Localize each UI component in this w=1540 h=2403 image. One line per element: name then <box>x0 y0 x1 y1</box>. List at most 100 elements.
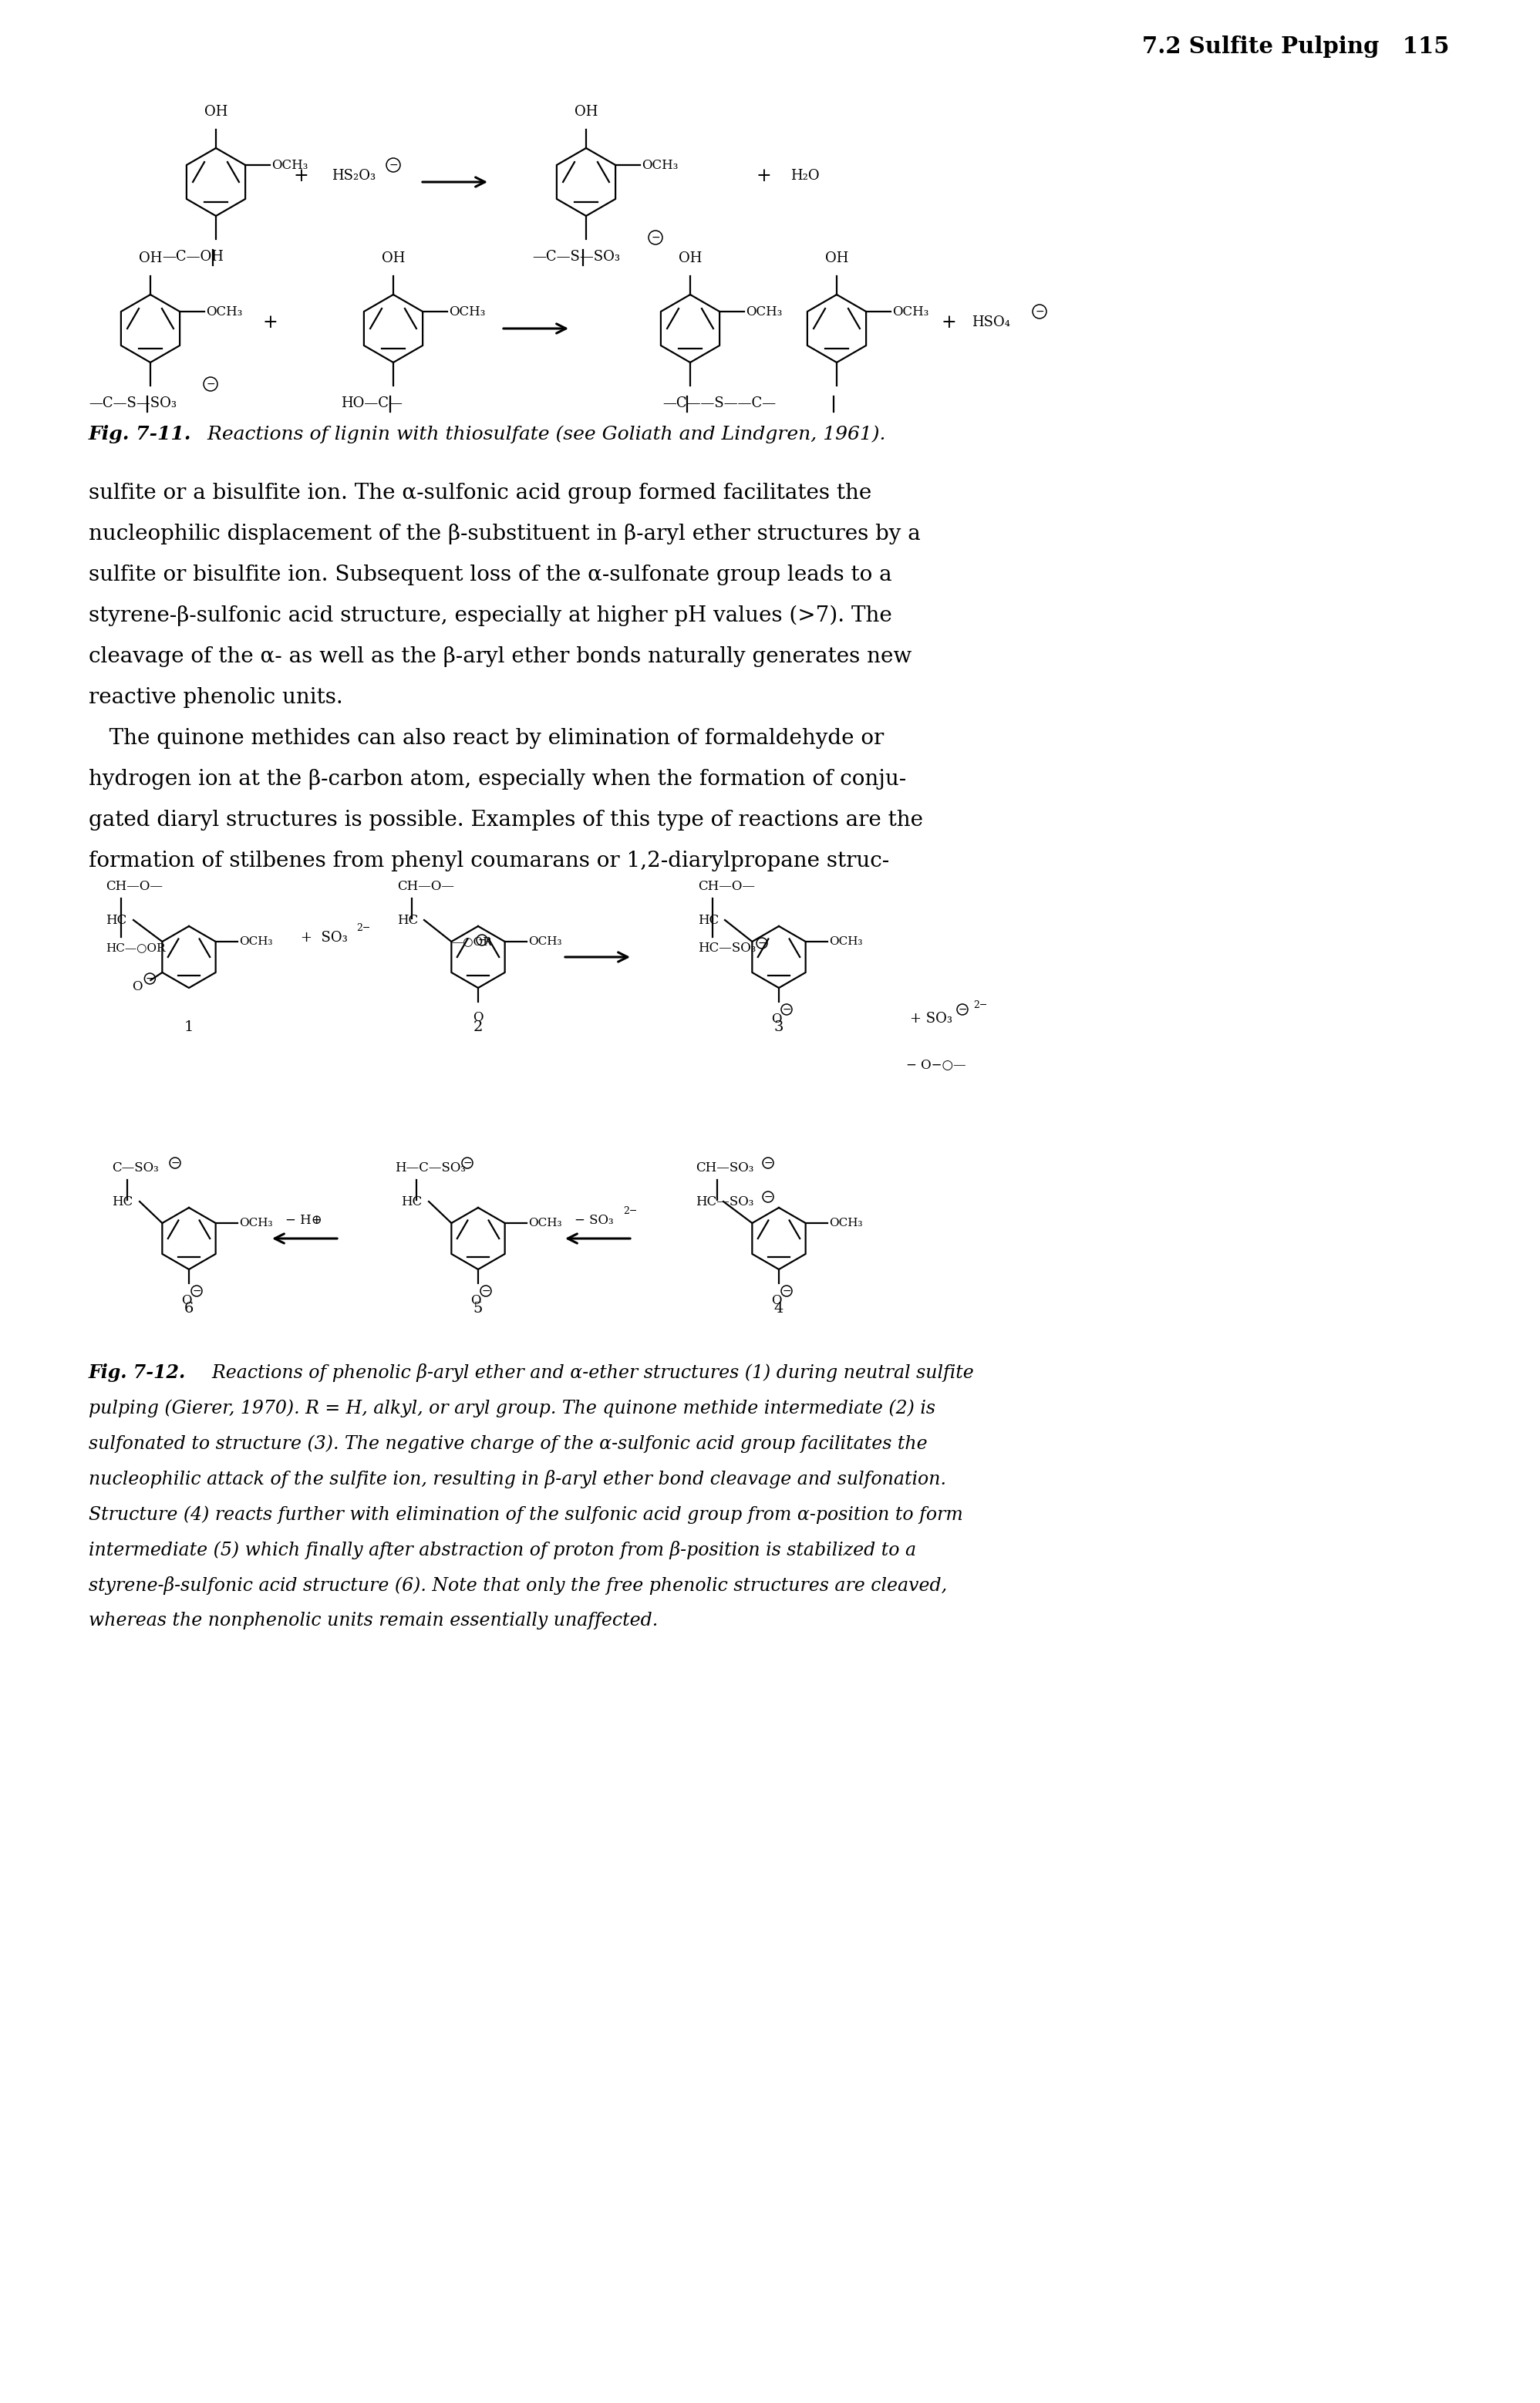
Text: sulfonated to structure (3). The negative charge of the α-sulfonic acid group fa: sulfonated to structure (3). The negativ… <box>89 1435 927 1451</box>
Text: 2−: 2− <box>356 923 371 932</box>
Text: O: O <box>473 1012 484 1024</box>
Text: CH—SO₃: CH—SO₃ <box>696 1161 753 1175</box>
Text: 2−: 2− <box>973 1000 987 1009</box>
Text: nucleophilic displacement of the β-substituent in β-aryl ether structures by a: nucleophilic displacement of the β-subst… <box>89 524 921 545</box>
Text: OH: OH <box>139 252 162 264</box>
Text: OCH₃: OCH₃ <box>528 1218 562 1228</box>
Text: HC: HC <box>397 913 419 928</box>
Text: O: O <box>182 1295 191 1307</box>
Text: OH: OH <box>382 252 405 264</box>
Text: Fig. 7-11.: Fig. 7-11. <box>89 425 191 445</box>
Text: styrene-β-sulfonic acid structure (6). Note that only the free phenolic structur: styrene-β-sulfonic acid structure (6). N… <box>89 1576 947 1596</box>
Text: −: − <box>782 1286 792 1295</box>
Text: −: − <box>764 1158 773 1168</box>
Text: nucleophilic attack of the sulfite ion, resulting in β-aryl ether bond cleavage : nucleophilic attack of the sulfite ion, … <box>89 1471 946 1487</box>
Text: The quinone methides can also react by elimination of formaldehyde or: The quinone methides can also react by e… <box>89 728 884 750</box>
Text: HO—C—: HO—C— <box>340 396 402 411</box>
Text: 1: 1 <box>185 1021 194 1033</box>
Text: pulping (Gierer, 1970). R = H, alkyl, or aryl group. The quinone methide interme: pulping (Gierer, 1970). R = H, alkyl, or… <box>89 1399 935 1418</box>
Text: + SO₃: + SO₃ <box>910 1012 952 1026</box>
Text: −: − <box>477 935 487 944</box>
Text: 3: 3 <box>775 1021 784 1033</box>
Text: OCH₃: OCH₃ <box>239 1218 273 1228</box>
Text: sulfite or a bisulfite ion. The α-sulfonic acid group formed facilitates the: sulfite or a bisulfite ion. The α-sulfon… <box>89 483 872 505</box>
Text: OCH₃: OCH₃ <box>528 937 562 947</box>
Text: OH: OH <box>825 252 849 264</box>
Text: HC—SO₃: HC—SO₃ <box>698 942 756 954</box>
Text: +: + <box>262 312 277 332</box>
Text: OCH₃: OCH₃ <box>892 305 929 317</box>
Text: OCH₃: OCH₃ <box>745 305 782 317</box>
Text: reactive phenolic units.: reactive phenolic units. <box>89 687 343 709</box>
Text: Fig. 7-12.: Fig. 7-12. <box>89 1363 186 1382</box>
Text: OCH₃: OCH₃ <box>829 937 862 947</box>
Text: cleavage of the α- as well as the β-aryl ether bonds naturally generates new: cleavage of the α- as well as the β-aryl… <box>89 646 912 668</box>
Text: 5: 5 <box>473 1302 484 1314</box>
Text: gated diaryl structures is possible. Examples of this type of reactions are the: gated diaryl structures is possible. Exa… <box>89 810 922 831</box>
Text: Reactions of phenolic β-aryl ether and α-ether structures (1) during neutral sul: Reactions of phenolic β-aryl ether and α… <box>200 1363 973 1382</box>
Text: H₂O: H₂O <box>790 168 819 183</box>
Text: 2−: 2− <box>624 1206 638 1216</box>
Text: HC: HC <box>400 1194 422 1209</box>
Text: − H⊕: − H⊕ <box>285 1214 322 1226</box>
Text: OCH₃: OCH₃ <box>206 305 242 317</box>
Text: −: − <box>464 1158 471 1168</box>
Text: −: − <box>782 1004 792 1014</box>
Text: OCH₃: OCH₃ <box>271 159 308 171</box>
Text: hydrogen ion at the β-carbon atom, especially when the formation of conju-: hydrogen ion at the β-carbon atom, espec… <box>89 769 907 791</box>
Text: −: − <box>192 1286 202 1295</box>
Text: −: − <box>758 937 767 949</box>
Text: 6: 6 <box>185 1302 194 1314</box>
Text: −: − <box>651 233 661 243</box>
Text: HC—○OR: HC—○OR <box>106 942 165 954</box>
Text: 7.2 Sulfite Pulping   115: 7.2 Sulfite Pulping 115 <box>1143 36 1449 58</box>
Text: sulfite or bisulfite ion. Subsequent loss of the α-sulfonate group leads to a: sulfite or bisulfite ion. Subsequent los… <box>89 565 892 586</box>
Text: OH: OH <box>679 252 702 264</box>
Text: −: − <box>958 1004 967 1014</box>
Text: +: + <box>293 166 308 185</box>
Text: −: − <box>482 1286 490 1295</box>
Text: —○OR: —○OR <box>451 937 491 947</box>
Text: −: − <box>1035 305 1044 317</box>
Text: +  SO₃: + SO₃ <box>300 930 348 944</box>
Text: CH—O—: CH—O— <box>106 879 163 892</box>
Text: +: + <box>756 166 772 185</box>
Text: —C—S—SO₃: —C—S—SO₃ <box>89 396 177 411</box>
Text: Structure (4) reacts further with elimination of the sulfonic acid group from α-: Structure (4) reacts further with elimin… <box>89 1504 963 1524</box>
Text: O: O <box>772 1295 782 1307</box>
Text: CH—O—: CH—O— <box>698 879 755 892</box>
Text: −: − <box>388 159 397 171</box>
Text: −: − <box>764 1192 773 1202</box>
Text: HSO₄: HSO₄ <box>972 315 1010 329</box>
Text: +: + <box>941 312 956 332</box>
Text: OCH₃: OCH₃ <box>239 937 273 947</box>
Text: O: O <box>470 1295 480 1307</box>
Text: − O−○—: − O−○— <box>906 1057 966 1072</box>
Text: HC: HC <box>106 913 126 928</box>
Text: HC—SO₃: HC—SO₃ <box>696 1194 753 1209</box>
Text: HC: HC <box>112 1194 132 1209</box>
Text: OCH₃: OCH₃ <box>829 1218 862 1228</box>
Text: O: O <box>132 980 143 992</box>
Text: H—C—SO₃: H—C—SO₃ <box>394 1161 465 1175</box>
Text: 2: 2 <box>473 1021 484 1033</box>
Text: C—SO₃: C—SO₃ <box>112 1161 159 1175</box>
Text: intermediate (5) which finally after abstraction of proton from β-position is st: intermediate (5) which finally after abs… <box>89 1540 916 1560</box>
Text: −: − <box>171 1158 180 1168</box>
Text: −: − <box>206 380 216 389</box>
Text: − SO₃: − SO₃ <box>574 1214 613 1226</box>
Text: formation of stilbenes from phenyl coumarans or 1,2-diarylpropane struc-: formation of stilbenes from phenyl couma… <box>89 851 889 872</box>
Text: —C—S—SO₃: —C—S—SO₃ <box>533 250 621 264</box>
Text: whereas the nonphenolic units remain essentially unaffected.: whereas the nonphenolic units remain ess… <box>89 1612 658 1629</box>
Text: OH: OH <box>205 106 228 118</box>
Text: HC: HC <box>698 913 719 928</box>
Text: styrene-β-sulfonic acid structure, especially at higher pH values (>7). The: styrene-β-sulfonic acid structure, espec… <box>89 606 892 627</box>
Text: −: − <box>145 973 154 983</box>
Text: CH—O—: CH—O— <box>397 879 454 892</box>
Text: —C——S——C—: —C——S——C— <box>662 396 776 411</box>
Text: OCH₃: OCH₃ <box>642 159 678 171</box>
Text: HS₂O₃: HS₂O₃ <box>331 168 376 183</box>
Text: Reactions of lignin with thiosulfate (see Goliath and Lindgren, 1961).: Reactions of lignin with thiosulfate (se… <box>189 425 886 442</box>
Text: O: O <box>772 1012 782 1026</box>
Text: —C—OH: —C—OH <box>162 250 223 264</box>
